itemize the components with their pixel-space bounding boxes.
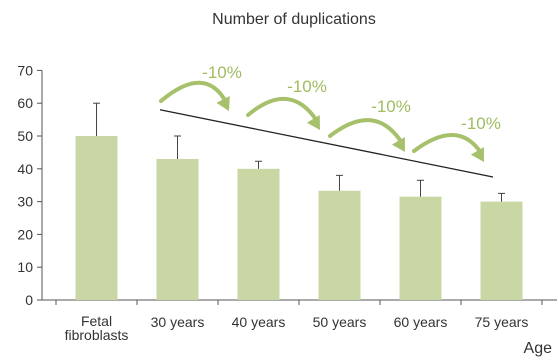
bar (156, 158, 199, 300)
annotation-label: -10% (287, 77, 327, 96)
y-tick-label: 10 (17, 259, 33, 275)
y-tick-label: 20 (17, 226, 33, 242)
bar (480, 201, 523, 300)
y-tick-label: 60 (17, 95, 33, 111)
annotation-label: -10% (202, 63, 242, 82)
trend-line (159, 109, 494, 178)
curved-arrow (246, 97, 319, 123)
y-tick-label: 70 (17, 62, 33, 78)
x-category-label: 40 years (232, 314, 286, 330)
y-tick-label: 0 (25, 292, 33, 308)
curved-arrow (328, 118, 404, 145)
bar (318, 190, 361, 300)
bars-group (75, 136, 523, 300)
arrow-head (216, 96, 230, 111)
x-category-label: Fetal (81, 313, 112, 329)
y-axis: 0 10 20 30 40 50 60 70 (17, 62, 43, 308)
error-bars-group (93, 102, 505, 202)
bar (237, 168, 280, 300)
y-tick-label: 40 (17, 161, 33, 177)
x-axis-label: Age (524, 340, 553, 357)
annotations-group: -10% -10% -10% -10% (159, 63, 501, 162)
chart-title: Number of duplications (212, 11, 376, 28)
bar (399, 196, 442, 300)
y-tick-label: 50 (17, 128, 33, 144)
curved-arrow (412, 133, 483, 155)
bar (75, 136, 118, 300)
annotation-label: -10% (461, 114, 501, 133)
x-category-label: 50 years (313, 314, 367, 330)
x-category-label: 75 years (475, 314, 529, 330)
y-tick-label: 30 (17, 194, 33, 210)
x-category-label: fibroblasts (65, 327, 129, 343)
trend-group (159, 109, 494, 178)
arrow-head (470, 146, 484, 162)
annotation-label: -10% (371, 97, 411, 116)
curved-arrow (159, 80, 228, 104)
arrow-head (306, 114, 320, 130)
arrow-head (391, 136, 405, 152)
x-category-label: 60 years (394, 314, 448, 330)
x-category-label: 30 years (151, 314, 205, 330)
